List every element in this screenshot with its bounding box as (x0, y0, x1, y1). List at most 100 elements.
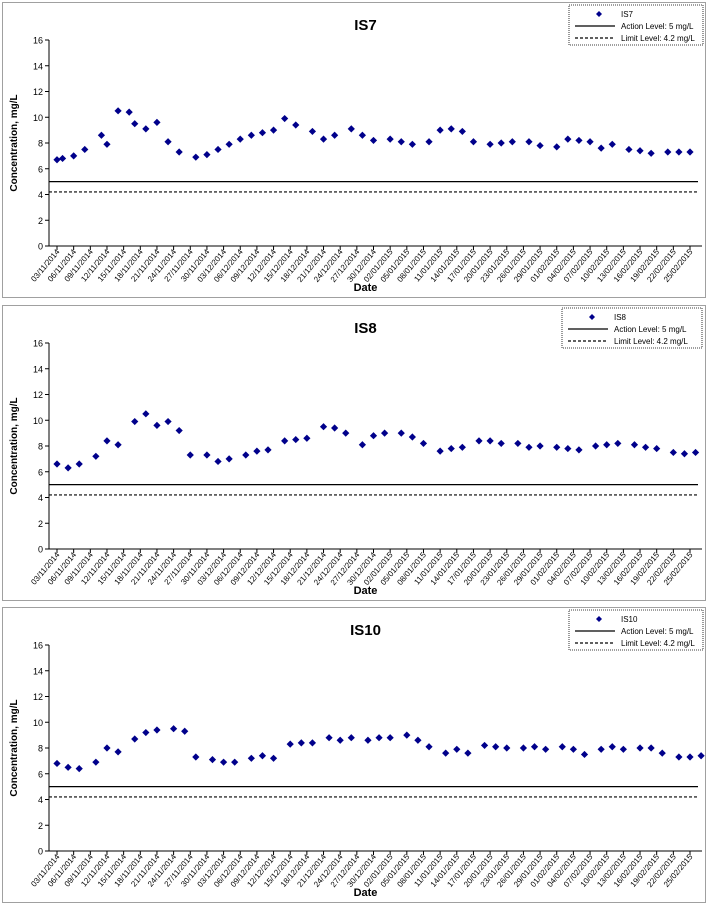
data-point-is10 (53, 759, 61, 768)
data-point-is8 (131, 417, 139, 426)
data-point-is7 (647, 149, 655, 157)
y-tick-label: 2 (38, 216, 43, 226)
data-point-is10 (530, 743, 539, 751)
data-point-is8 (53, 460, 61, 468)
data-point-is10 (492, 743, 500, 751)
data-point-is8 (564, 444, 572, 453)
data-point-is10 (131, 735, 139, 743)
data-point-is7 (236, 135, 244, 143)
data-point-is10 (425, 743, 433, 751)
data-point-is10 (325, 734, 333, 742)
data-point-is8 (253, 447, 261, 455)
y-tick-label: 2 (38, 821, 43, 831)
data-point-is10 (619, 745, 627, 753)
data-point-is7 (436, 126, 444, 134)
data-point-is10 (442, 749, 450, 757)
data-point-is8 (186, 451, 194, 459)
legend-entry: Action Level: 5 mg/L (614, 325, 687, 334)
data-point-is10 (286, 740, 294, 748)
data-point-is7 (447, 125, 455, 133)
data-point-is8 (447, 444, 455, 453)
y-tick-label: 2 (38, 519, 43, 529)
data-point-is7 (292, 121, 300, 129)
data-point-is8 (614, 439, 622, 448)
y-tick-label: 14 (33, 61, 43, 71)
data-point-is7 (258, 129, 267, 137)
data-point-is10 (464, 749, 472, 757)
chart-panel-is10: IS10 0 2 4 6 8 10 12 14 16 Concentration, mg/L 03/1… (2, 607, 706, 903)
x-axis-label: Date (354, 585, 378, 597)
data-point-is8 (641, 443, 650, 451)
data-point-is10 (597, 745, 605, 753)
data-point-is7 (625, 145, 633, 154)
data-point-is7 (525, 138, 533, 146)
data-point-is10 (580, 750, 589, 759)
legend-entry: Limit Level: 4.2 mg/L (621, 639, 695, 648)
data-point-is10 (142, 728, 150, 737)
x-axis-label: Date (354, 887, 378, 899)
x-axis-label: Date (354, 282, 378, 294)
data-point-is7 (636, 147, 644, 155)
legend-entry: Action Level: 5 mg/L (621, 22, 694, 31)
legend: IS7 Action Level: 5 mg/L Limit Level: 4.2 … (568, 4, 704, 46)
data-point-is7 (386, 135, 394, 143)
data-point-is8 (92, 452, 100, 460)
data-point-is8 (214, 457, 222, 466)
data-point-is10 (219, 758, 228, 766)
y-tick-label: 6 (38, 164, 43, 174)
legend-entry: Limit Level: 4.2 mg/L (614, 337, 688, 346)
y-tick-label: 0 (38, 545, 43, 555)
data-point-is10 (697, 752, 705, 760)
data-point-is8 (142, 410, 150, 418)
data-point-is8 (436, 447, 444, 455)
data-point-is8 (497, 439, 505, 448)
y-tick-label: 8 (38, 139, 43, 149)
chart-title: IS10 (350, 622, 381, 639)
data-point-is8 (653, 444, 661, 453)
y-tick-label: 12 (33, 390, 43, 400)
data-point-is7 (131, 120, 139, 128)
data-point-is10 (308, 739, 317, 747)
data-point-is7 (153, 118, 161, 126)
data-point-is8 (536, 442, 544, 450)
legend: IS10 Action Level: 5 mg/L Limit Level: 4.2… (568, 609, 704, 651)
data-point-is8 (164, 417, 172, 426)
data-point-is8 (669, 448, 677, 457)
y-tick-label: 6 (38, 769, 43, 779)
data-point-is10 (675, 753, 683, 761)
data-point-is10 (453, 745, 461, 753)
data-point-is10 (75, 765, 83, 773)
data-point-is10 (480, 741, 489, 750)
y-tick-label: 16 (33, 641, 43, 651)
data-point-is10 (153, 726, 161, 734)
y-tick-label: 4 (38, 190, 43, 200)
data-point-is8 (680, 450, 689, 458)
data-point-is10 (375, 734, 383, 742)
data-point-is10 (258, 752, 267, 760)
data-point-is8 (64, 464, 72, 472)
data-point-is7 (664, 148, 672, 156)
data-point-is7 (675, 148, 683, 156)
y-tick-label: 0 (38, 847, 43, 857)
data-point-is7 (536, 141, 544, 150)
data-point-is8 (264, 446, 272, 454)
data-point-is7 (125, 108, 133, 116)
legend-marker-icon (589, 314, 595, 320)
data-point-is8 (592, 442, 600, 450)
data-point-is8 (114, 441, 122, 449)
data-point-is8 (553, 443, 561, 451)
data-point-is7 (408, 140, 416, 148)
data-point-is8 (408, 433, 416, 441)
data-point-is7 (269, 126, 278, 134)
chart-panel-is7: IS7 0 2 4 6 8 10 12 14 16 Concentration, mg/L 03/11… (2, 2, 706, 298)
data-point-is8 (292, 435, 300, 444)
data-point-is7 (608, 140, 616, 148)
data-point-is8 (369, 432, 378, 440)
data-point-is10 (414, 736, 422, 744)
data-point-is10 (347, 734, 355, 742)
y-axis-label: Concentration, mg/L (9, 699, 20, 796)
data-point-is8 (225, 455, 233, 463)
